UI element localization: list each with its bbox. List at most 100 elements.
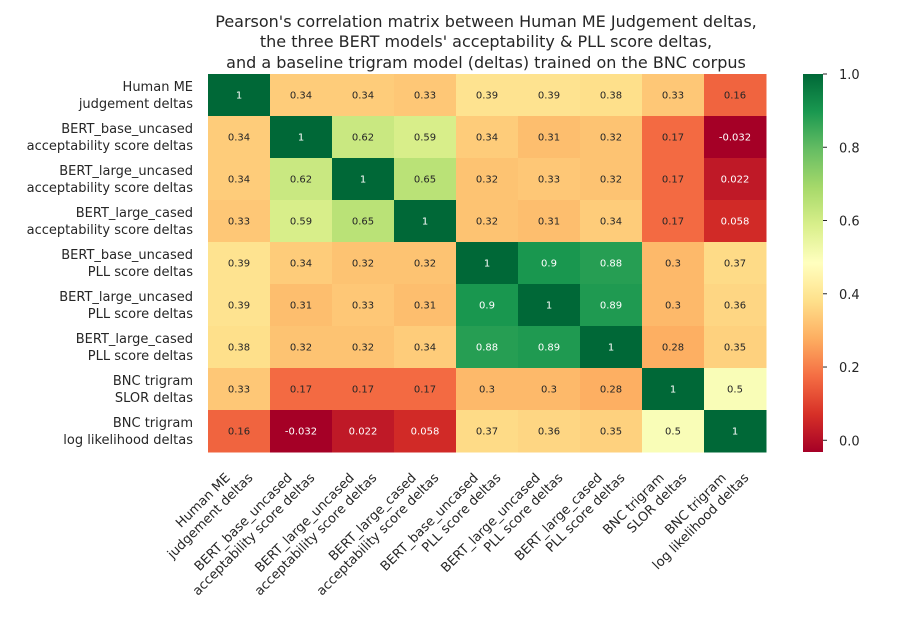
heatmap-cell-labels: 1 0.34 0.34 0.33 0.39 0.39 0.38 0.33 0.16 0.34 1 0.… — [228, 91, 751, 438]
cell-value-label: 0.34 — [600, 217, 622, 228]
cell-value-label: 0.058 — [721, 217, 750, 228]
heatmap-cell — [208, 74, 271, 117]
cell-value-label: 0.39 — [476, 91, 498, 102]
cell-value-label: 1 — [670, 385, 676, 396]
colorbar-tick-label: 0.0 — [839, 434, 860, 449]
colorbar: 0.0 0.2 0.4 0.6 0.8 1.0 — [803, 68, 860, 452]
cell-value-label: 0.34 — [290, 259, 312, 270]
cell-value-label: 0.9 — [541, 259, 557, 270]
heatmap-cell — [642, 410, 705, 453]
heatmap-cell — [270, 200, 333, 243]
cell-value-label: 0.022 — [721, 175, 750, 186]
heatmap-cell — [704, 158, 767, 201]
cell-value-label: 0.31 — [538, 217, 560, 228]
cell-value-label: 0.39 — [228, 301, 250, 312]
cell-value-label: 0.16 — [228, 427, 250, 438]
cell-value-label: 0.28 — [600, 385, 622, 396]
chart-title-line-1: Pearson's correlation matrix between Hum… — [215, 12, 757, 31]
cell-value-label: 0.36 — [538, 427, 560, 438]
colorbar-tick-label: 0.8 — [839, 141, 860, 156]
heatmap-cell — [394, 200, 457, 243]
row-label-line: BNC trigram — [113, 374, 193, 389]
heatmap-cell — [642, 368, 705, 411]
heatmap-cell — [704, 242, 767, 285]
cell-value-label: 0.5 — [727, 385, 743, 396]
heatmap-cell — [332, 74, 395, 117]
cell-value-label: 0.34 — [352, 91, 374, 102]
row-label-line: SLOR deltas — [115, 391, 193, 406]
heatmap-cells — [208, 74, 767, 453]
heatmap-cell — [270, 410, 333, 453]
colorbar-tick-label: 1.0 — [839, 68, 860, 83]
row-label-line: log likelihood deltas — [63, 433, 193, 448]
cell-value-label: 0.058 — [411, 427, 440, 438]
heatmap-cell — [704, 368, 767, 411]
cell-value-label: 0.59 — [414, 133, 436, 144]
heatmap-cell — [332, 410, 395, 453]
heatmap-cell — [270, 326, 333, 369]
cell-value-label: 0.39 — [538, 91, 560, 102]
heatmap-cell — [332, 116, 395, 159]
heatmap-cell — [704, 74, 767, 117]
cell-value-label: 0.32 — [352, 259, 374, 270]
heatmap-cell — [642, 242, 705, 285]
heatmap-cell — [518, 242, 581, 285]
row-label-line: Human ME — [123, 80, 193, 95]
row-label-line: PLL score deltas — [88, 265, 193, 280]
heatmap-cell — [704, 116, 767, 159]
cell-value-label: 0.33 — [662, 91, 684, 102]
cell-value-label: 0.33 — [538, 175, 560, 186]
cell-value-label: 0.32 — [600, 175, 622, 186]
cell-value-label: 0.34 — [228, 133, 250, 144]
cell-value-label: 0.31 — [414, 301, 436, 312]
cell-value-label: 0.65 — [352, 217, 374, 228]
heatmap-cell — [208, 116, 271, 159]
heatmap-cell — [270, 368, 333, 411]
cell-value-label: 0.34 — [228, 175, 250, 186]
heatmap-cell — [580, 326, 643, 369]
heatmap-cell — [332, 158, 395, 201]
heatmap-cell — [518, 284, 581, 327]
heatmap-cell — [394, 368, 457, 411]
cell-value-label: 0.16 — [724, 91, 746, 102]
heatmap-cell — [456, 116, 519, 159]
heatmap-cell — [208, 326, 271, 369]
cell-value-label: 0.17 — [662, 175, 684, 186]
cell-value-label: 1 — [360, 175, 366, 186]
heatmap-cell — [704, 284, 767, 327]
cell-value-label: 0.33 — [228, 385, 250, 396]
row-label-line: acceptability score deltas — [27, 139, 194, 154]
cell-value-label: 0.32 — [600, 133, 622, 144]
cell-value-label: 0.3 — [479, 385, 495, 396]
row-label-line: BNC trigram — [113, 416, 193, 431]
cell-value-label: 0.17 — [414, 385, 436, 396]
heatmap-cell — [270, 74, 333, 117]
heatmap-cell — [332, 368, 395, 411]
heatmap-cell — [580, 242, 643, 285]
cell-value-label: 1 — [608, 343, 614, 354]
row-label-line: judgement deltas — [78, 97, 193, 112]
cell-value-label: 0.3 — [541, 385, 557, 396]
cell-value-label: 0.39 — [228, 259, 250, 270]
cell-value-label: 0.62 — [290, 175, 312, 186]
cell-value-label: 0.33 — [414, 91, 436, 102]
heatmap-cell — [332, 242, 395, 285]
cell-value-label: 0.38 — [600, 91, 622, 102]
colorbar-ticks: 0.0 0.2 0.4 0.6 0.8 1.0 — [823, 68, 860, 449]
heatmap-cell — [332, 284, 395, 327]
heatmap-cell — [394, 326, 457, 369]
cell-value-label: 0.17 — [662, 133, 684, 144]
row-label-line: BERT_large_uncased — [59, 164, 193, 179]
colorbar-gradient — [803, 74, 823, 452]
cell-value-label: 0.32 — [290, 343, 312, 354]
heatmap-cell — [394, 158, 457, 201]
cell-value-label: 1 — [422, 217, 428, 228]
cell-value-label: 0.28 — [662, 343, 684, 354]
heatmap-cell — [394, 116, 457, 159]
heatmap-cell — [394, 410, 457, 453]
cell-value-label: 1 — [236, 91, 242, 102]
heatmap-cell — [456, 200, 519, 243]
cell-value-label: 0.31 — [290, 301, 312, 312]
